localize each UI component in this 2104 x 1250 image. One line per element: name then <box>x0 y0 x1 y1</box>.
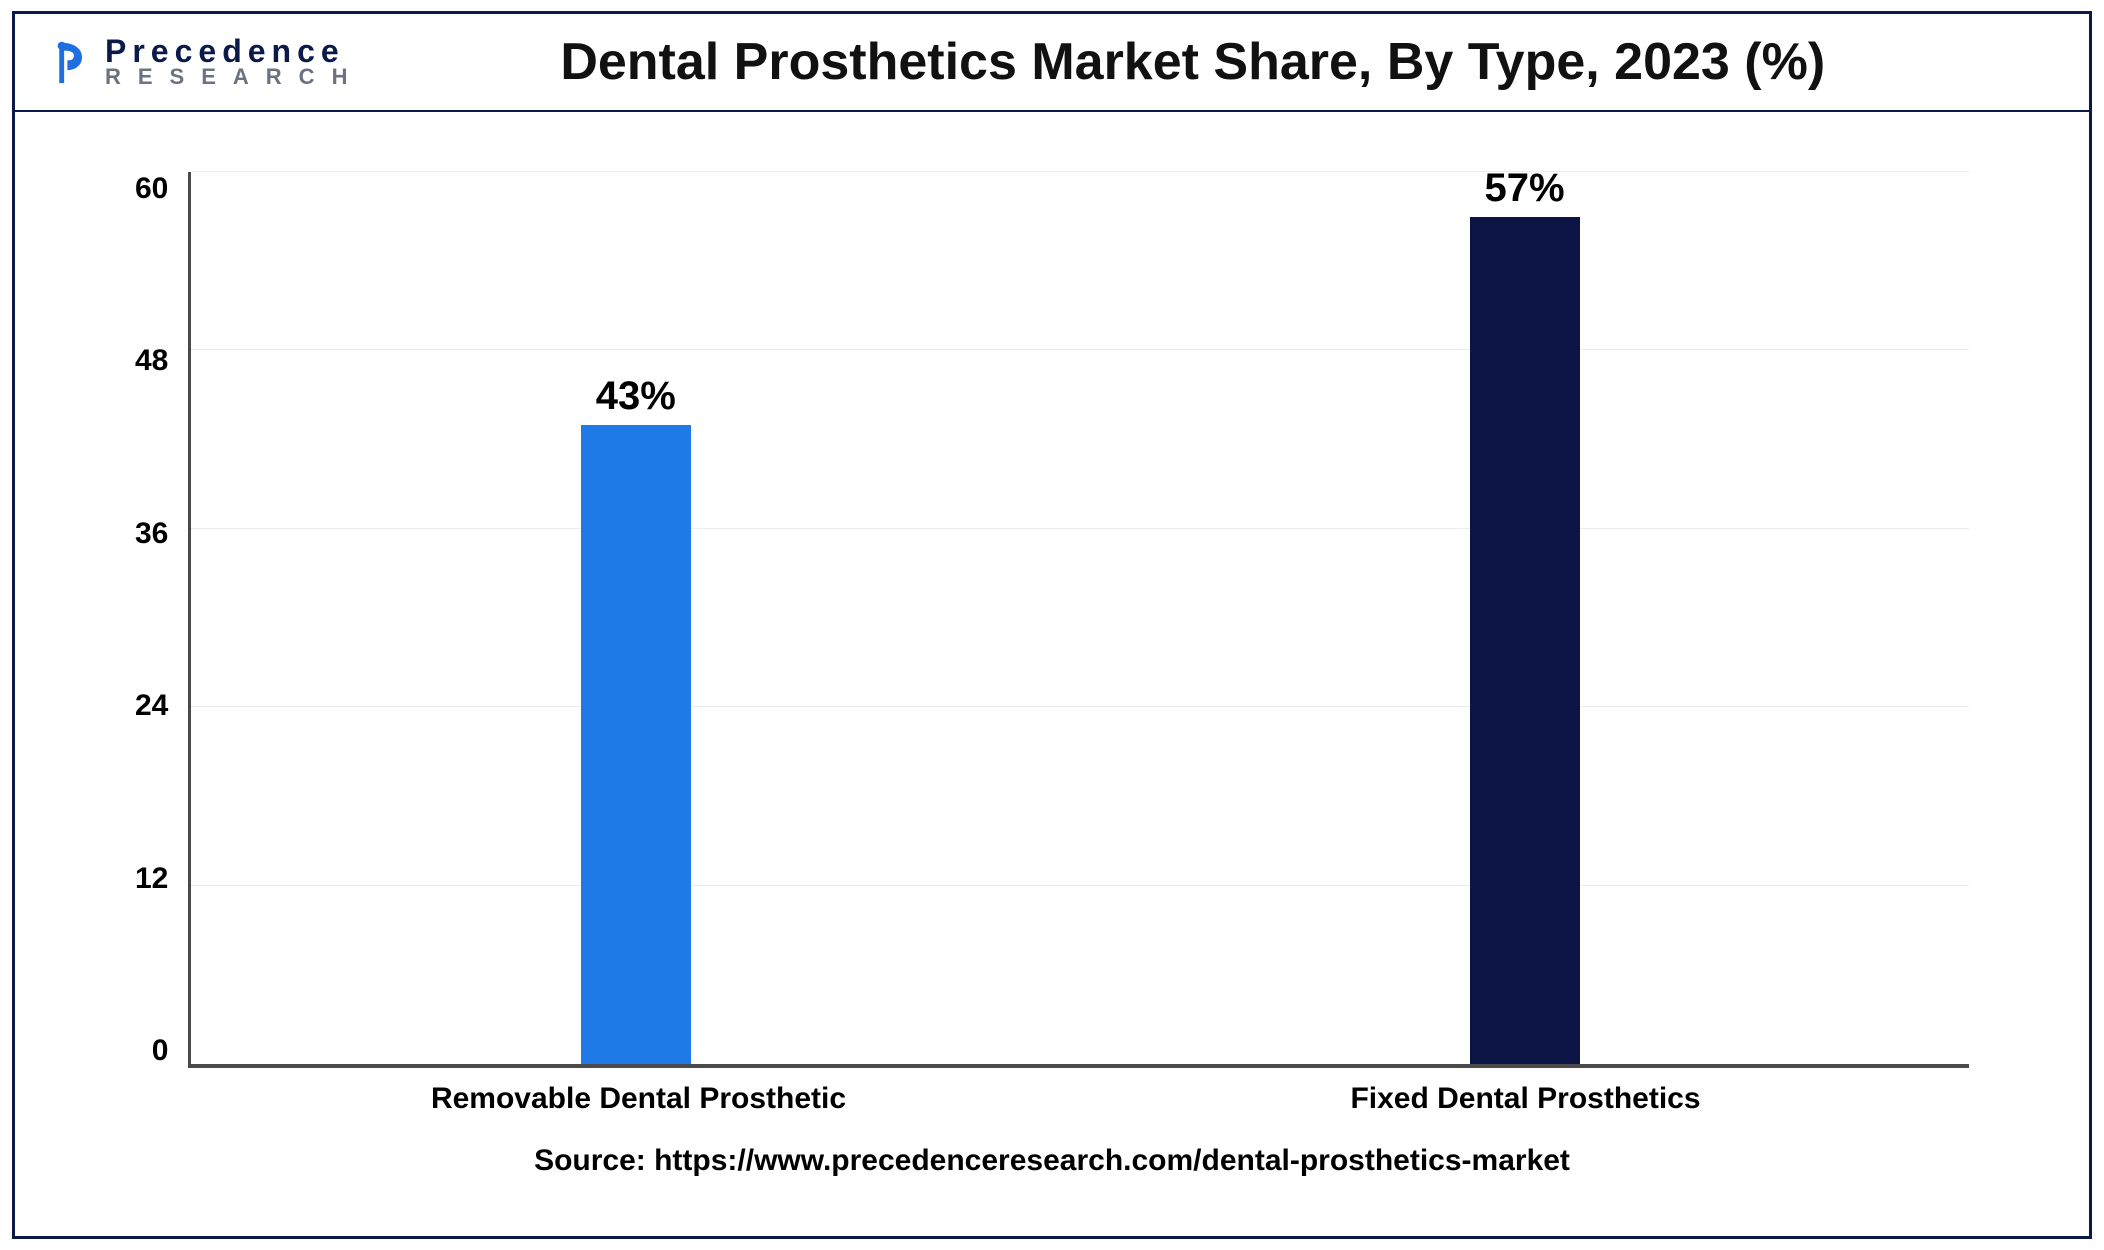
header-band: Precedence RESEARCH Dental Prosthetics M… <box>15 14 2089 112</box>
bar-value-label: 57% <box>1485 166 1565 211</box>
logo-text: Precedence RESEARCH <box>105 36 364 87</box>
xtick-label: Fixed Dental Prosthetics <box>1171 1082 1881 1116</box>
ytick-label: 12 <box>135 862 168 896</box>
logo-word-bottom: RESEARCH <box>105 67 364 88</box>
bars-layer: 43% 57% <box>191 172 1969 1064</box>
ytick-label: 48 <box>135 344 168 378</box>
xtick-label: Removable Dental Prosthetic <box>284 1082 994 1116</box>
ytick-label: 24 <box>135 689 168 723</box>
ytick-label: 60 <box>135 172 168 206</box>
plot-area: 43% 57% <box>188 172 1969 1068</box>
ytick-label: 36 <box>135 517 168 551</box>
chart-frame: Precedence RESEARCH Dental Prosthetics M… <box>12 11 2092 1239</box>
bar-value-label: 43% <box>596 374 676 419</box>
logo: Precedence RESEARCH <box>43 36 364 88</box>
bar-slot-removable: 43% <box>280 374 991 1064</box>
chart-title: Dental Prosthetics Market Share, By Type… <box>364 32 2061 92</box>
plot-wrap: 60 48 36 24 12 0 43% <box>135 172 1969 1068</box>
y-axis: 60 48 36 24 12 0 <box>135 172 188 1068</box>
bar-fixed <box>1470 217 1580 1064</box>
precedence-logo-icon <box>43 36 95 88</box>
logo-word-top: Precedence <box>105 36 364 66</box>
ytick-label: 0 <box>152 1034 169 1068</box>
chart-body: 60 48 36 24 12 0 43% <box>15 112 2089 1236</box>
source-line: Source: https://www.precedenceresearch.c… <box>135 1116 1969 1206</box>
x-axis-labels: Removable Dental Prosthetic Fixed Dental… <box>135 1082 1969 1116</box>
bar-removable <box>581 425 691 1064</box>
bar-slot-fixed: 57% <box>1169 166 1880 1064</box>
